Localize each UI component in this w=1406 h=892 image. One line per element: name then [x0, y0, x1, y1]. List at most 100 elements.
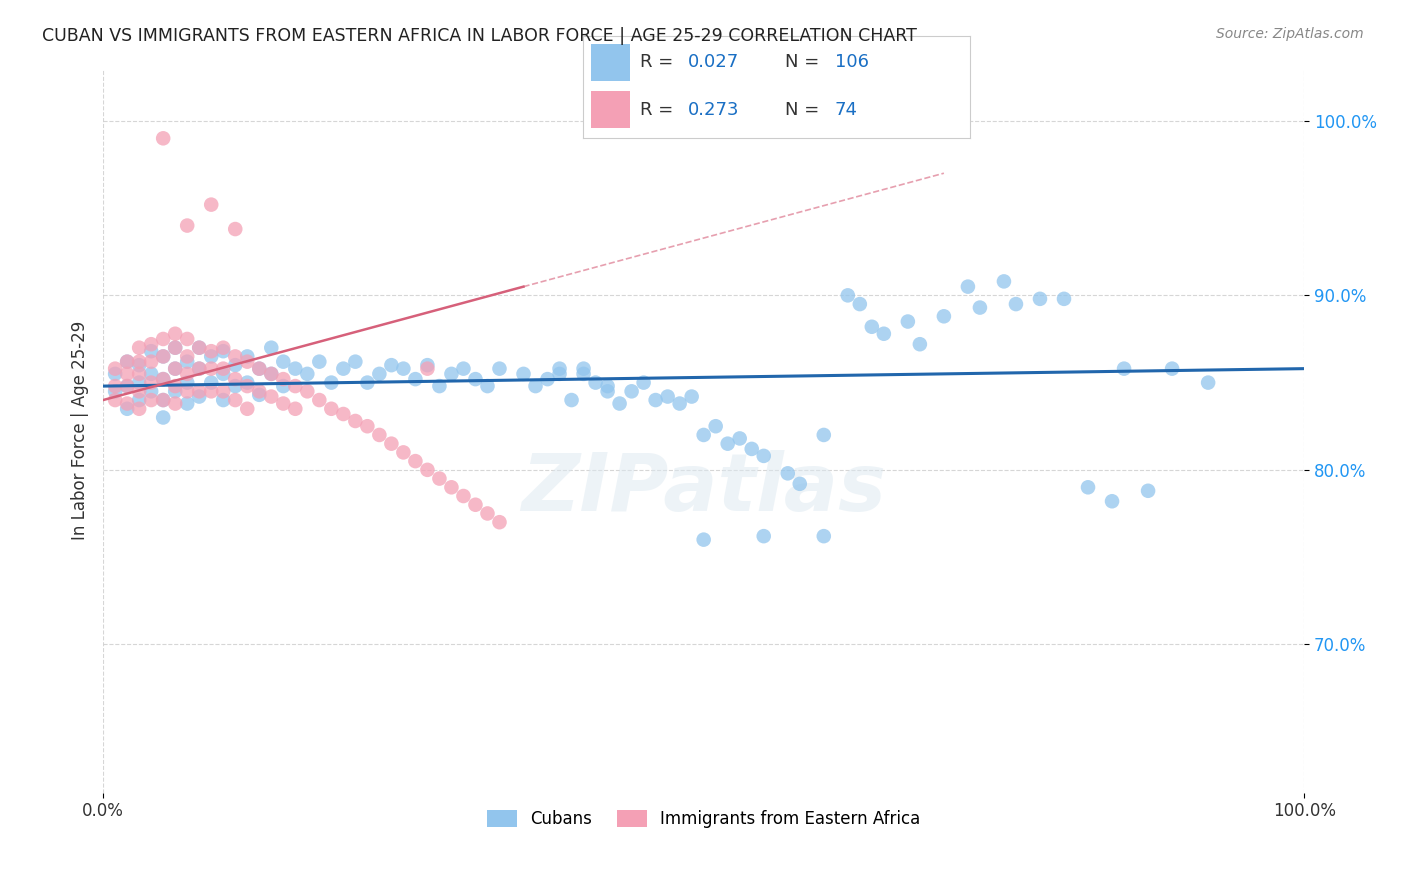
- Point: [644, 392, 666, 407]
- Point: [585, 376, 607, 390]
- Point: [404, 372, 426, 386]
- Point: [212, 384, 235, 399]
- Point: [897, 314, 920, 328]
- Point: [236, 376, 259, 390]
- Text: ZIPatlas: ZIPatlas: [522, 450, 886, 527]
- Point: [224, 379, 246, 393]
- Point: [380, 436, 402, 450]
- Point: [284, 379, 307, 393]
- Text: R =: R =: [640, 54, 679, 71]
- Point: [224, 350, 246, 364]
- Point: [837, 288, 859, 302]
- Y-axis label: In Labor Force | Age 25-29: In Labor Force | Age 25-29: [72, 321, 89, 541]
- Point: [596, 379, 619, 393]
- Point: [236, 350, 259, 364]
- Point: [152, 392, 174, 407]
- Point: [321, 376, 343, 390]
- Point: [176, 332, 198, 346]
- Point: [188, 361, 211, 376]
- Point: [200, 350, 222, 364]
- Point: [141, 354, 163, 368]
- Point: [141, 367, 163, 381]
- FancyBboxPatch shape: [591, 44, 630, 81]
- Text: N =: N =: [785, 101, 824, 119]
- Point: [728, 432, 751, 446]
- Point: [561, 392, 583, 407]
- Point: [1101, 494, 1123, 508]
- Point: [176, 376, 198, 390]
- Point: [271, 354, 294, 368]
- Point: [152, 372, 174, 386]
- Point: [668, 396, 690, 410]
- Point: [440, 480, 463, 494]
- Point: [704, 419, 727, 434]
- Point: [212, 361, 235, 376]
- Point: [115, 354, 138, 368]
- Point: [104, 384, 127, 399]
- Point: [224, 392, 246, 407]
- Point: [572, 361, 595, 376]
- Point: [416, 358, 439, 372]
- Point: [152, 410, 174, 425]
- Point: [681, 390, 703, 404]
- Text: Source: ZipAtlas.com: Source: ZipAtlas.com: [1216, 27, 1364, 41]
- Point: [1053, 292, 1076, 306]
- Point: [260, 341, 283, 355]
- Point: [236, 401, 259, 416]
- Point: [548, 367, 571, 381]
- Point: [152, 350, 174, 364]
- Point: [752, 529, 775, 543]
- Point: [247, 388, 270, 402]
- Point: [860, 319, 883, 334]
- Point: [236, 379, 259, 393]
- Point: [260, 390, 283, 404]
- Text: R =: R =: [640, 101, 679, 119]
- Point: [104, 379, 127, 393]
- Point: [188, 341, 211, 355]
- Point: [128, 401, 150, 416]
- Point: [633, 376, 655, 390]
- Point: [416, 463, 439, 477]
- Point: [176, 367, 198, 381]
- Point: [152, 350, 174, 364]
- Text: 0.027: 0.027: [688, 54, 740, 71]
- Point: [813, 428, 835, 442]
- Point: [115, 379, 138, 393]
- Point: [152, 392, 174, 407]
- Point: [308, 354, 330, 368]
- Point: [1029, 292, 1052, 306]
- Point: [115, 367, 138, 381]
- Point: [813, 529, 835, 543]
- Point: [932, 310, 955, 324]
- Point: [969, 301, 991, 315]
- Point: [453, 489, 475, 503]
- Point: [717, 436, 740, 450]
- Point: [1077, 480, 1099, 494]
- Point: [141, 384, 163, 399]
- Point: [572, 367, 595, 381]
- Point: [224, 372, 246, 386]
- Point: [115, 354, 138, 368]
- Point: [392, 445, 415, 459]
- Point: [115, 379, 138, 393]
- Point: [692, 428, 714, 442]
- Point: [128, 354, 150, 368]
- Point: [524, 379, 547, 393]
- Point: [152, 131, 174, 145]
- Point: [453, 361, 475, 376]
- Point: [271, 372, 294, 386]
- Point: [165, 341, 187, 355]
- Point: [188, 361, 211, 376]
- Point: [128, 376, 150, 390]
- Point: [271, 396, 294, 410]
- Point: [477, 507, 499, 521]
- Point: [176, 354, 198, 368]
- Point: [392, 361, 415, 376]
- Point: [297, 367, 319, 381]
- Point: [776, 467, 799, 481]
- Point: [200, 344, 222, 359]
- Point: [368, 367, 391, 381]
- Point: [200, 376, 222, 390]
- Point: [141, 337, 163, 351]
- Point: [873, 326, 896, 341]
